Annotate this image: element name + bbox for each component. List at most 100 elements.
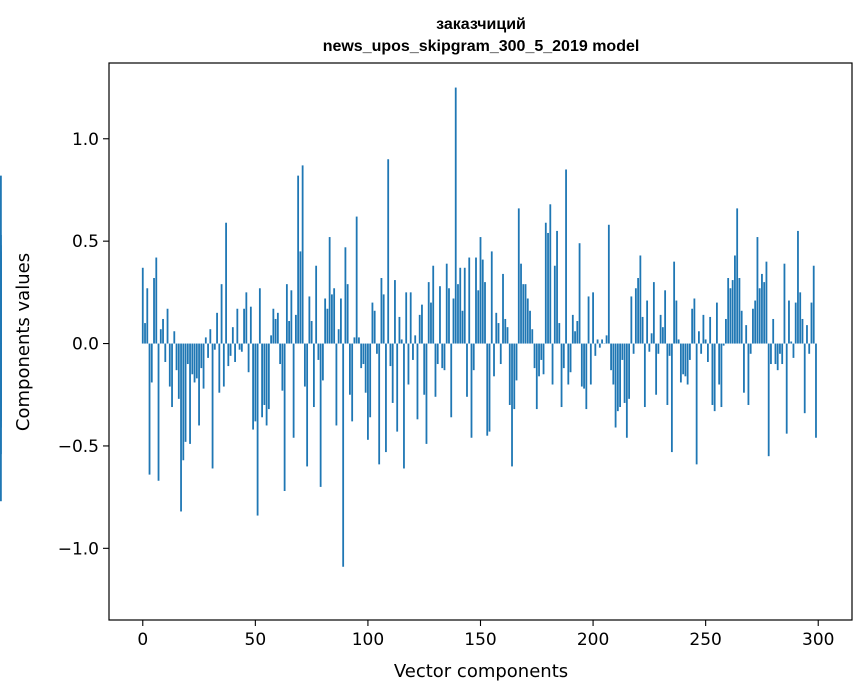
bar-101 bbox=[369, 343, 372, 418]
x-tick-label-150: 150 bbox=[464, 630, 496, 650]
bar-240 bbox=[682, 343, 685, 375]
bar-204 bbox=[601, 339, 603, 344]
bar-148 bbox=[475, 257, 477, 344]
bar-245 bbox=[693, 298, 696, 344]
bar-200 bbox=[592, 292, 594, 344]
bar-223 bbox=[643, 343, 646, 408]
bar-80 bbox=[321, 343, 324, 381]
bar-185 bbox=[558, 323, 561, 344]
bar-133 bbox=[441, 343, 444, 369]
bar-121 bbox=[414, 335, 417, 344]
bar-16 bbox=[177, 343, 180, 399]
bar-23 bbox=[193, 343, 196, 383]
bar-142 bbox=[461, 310, 464, 344]
bar-96 bbox=[358, 337, 360, 344]
bar-182 bbox=[551, 343, 554, 385]
bar-228 bbox=[655, 343, 658, 395]
bar-261 bbox=[729, 288, 732, 344]
bar-159 bbox=[499, 343, 502, 365]
bar-217 bbox=[630, 296, 633, 344]
bar-97 bbox=[360, 343, 363, 369]
bar-110 bbox=[389, 343, 392, 367]
bar-111 bbox=[391, 343, 394, 403]
bar-241 bbox=[684, 343, 687, 377]
bar-289 bbox=[792, 343, 795, 358]
bar-46 bbox=[245, 292, 248, 344]
bar-227 bbox=[652, 282, 655, 344]
bar-56 bbox=[267, 343, 270, 410]
bar-280 bbox=[772, 318, 775, 344]
bar-100 bbox=[367, 343, 369, 440]
bar-37 bbox=[225, 222, 227, 344]
bar-252 bbox=[709, 316, 712, 344]
bar-278 bbox=[767, 343, 770, 457]
bar-239 bbox=[679, 343, 682, 383]
bar-1 bbox=[144, 323, 146, 344]
bar-66 bbox=[290, 290, 293, 344]
bar-29 bbox=[207, 343, 209, 358]
bar-167 bbox=[517, 208, 520, 344]
bar-136 bbox=[448, 288, 450, 344]
bar-124 bbox=[421, 304, 423, 344]
bar-38 bbox=[227, 343, 230, 367]
bar-134 bbox=[443, 343, 446, 371]
bar-288 bbox=[790, 341, 793, 344]
bar-109 bbox=[387, 159, 390, 344]
bar-216 bbox=[628, 343, 630, 399]
bar-225 bbox=[648, 343, 651, 352]
bar-93 bbox=[351, 343, 354, 422]
bar-213 bbox=[621, 343, 624, 360]
bar-102 bbox=[371, 302, 374, 344]
bar-85 bbox=[333, 288, 336, 344]
bar-183 bbox=[553, 265, 556, 344]
bar-94 bbox=[353, 337, 356, 344]
bar-135 bbox=[445, 263, 448, 344]
bar-24 bbox=[195, 343, 198, 379]
bar-168 bbox=[520, 263, 522, 344]
bar-169 bbox=[522, 284, 525, 344]
bar-174 bbox=[533, 343, 536, 369]
bar-73 bbox=[306, 343, 309, 467]
bar-243 bbox=[688, 343, 691, 360]
bar-143 bbox=[463, 267, 466, 344]
bar-196 bbox=[583, 343, 585, 389]
bar-71 bbox=[301, 165, 304, 344]
x-tick-label-0: 0 bbox=[137, 630, 148, 650]
bar-36 bbox=[222, 343, 225, 387]
bar-18 bbox=[182, 343, 185, 461]
bar-291 bbox=[797, 230, 799, 344]
bar-68 bbox=[294, 314, 297, 344]
bar-28 bbox=[204, 337, 207, 344]
bar-115 bbox=[400, 339, 403, 344]
bar-147 bbox=[472, 343, 475, 371]
y-axis-ticks: −1.0 −0.5 0.0 0.5 1.0 bbox=[58, 130, 109, 559]
bar-98 bbox=[362, 343, 365, 365]
bar-149 bbox=[477, 290, 480, 344]
bar-90 bbox=[344, 247, 347, 344]
bar-84 bbox=[331, 294, 333, 344]
bar-35 bbox=[220, 284, 223, 344]
bar-229 bbox=[657, 343, 660, 354]
bar-103 bbox=[373, 310, 376, 344]
bar-77 bbox=[315, 265, 318, 344]
bar-57 bbox=[270, 335, 273, 344]
bar-34 bbox=[218, 343, 221, 393]
bar-82 bbox=[326, 308, 329, 344]
bar-52 bbox=[258, 288, 261, 344]
bar-78 bbox=[317, 343, 320, 360]
bar-75 bbox=[310, 321, 313, 344]
bar-128 bbox=[430, 302, 432, 344]
bar-299 bbox=[815, 343, 817, 438]
bar-269 bbox=[747, 343, 750, 405]
bar-297 bbox=[810, 302, 813, 344]
bar-140 bbox=[457, 284, 459, 344]
bar-92 bbox=[349, 343, 351, 395]
bar-226 bbox=[650, 333, 653, 344]
bar-79 bbox=[319, 343, 322, 487]
bar-42 bbox=[236, 308, 239, 344]
bar-207 bbox=[607, 224, 610, 344]
bar-238 bbox=[677, 339, 680, 344]
bar-292 bbox=[799, 292, 802, 344]
bar-43 bbox=[238, 343, 241, 350]
